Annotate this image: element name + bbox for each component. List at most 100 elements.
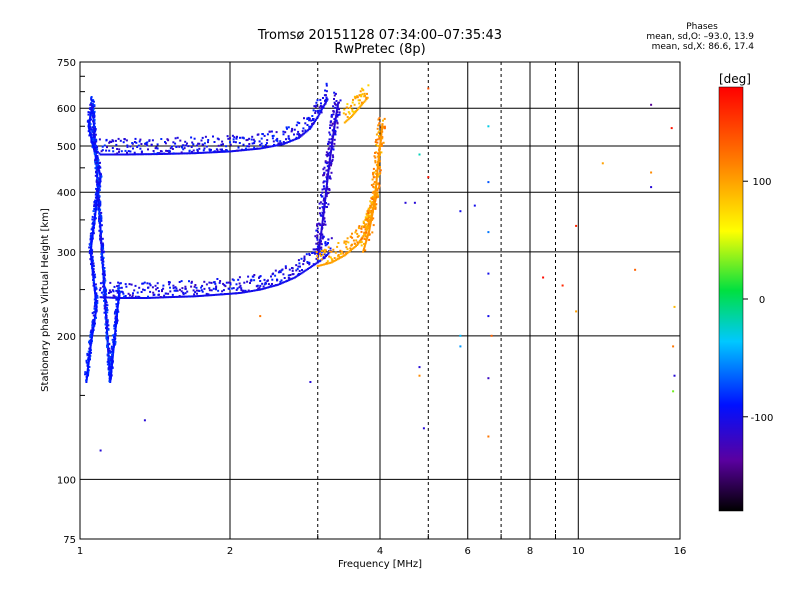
echo-point [231,278,234,281]
echo-point [224,293,227,296]
echo-point [322,216,325,219]
echo-point [317,111,320,114]
echo-point [95,180,98,183]
echo-point [326,179,329,182]
echo-point [222,143,224,146]
echo-point [380,145,383,147]
echo-point [124,295,127,297]
echo-point [90,340,93,343]
echo-point [218,281,221,284]
echo-point [95,171,97,174]
echo-point [197,295,199,298]
echo-point [378,148,381,151]
echo-point [329,141,331,144]
echo-point [222,282,225,285]
echo-point [92,268,95,270]
echo-point [287,141,290,143]
echo-point [95,189,98,192]
echo-point [195,152,198,155]
echo-point [369,216,372,219]
echo-point [332,148,335,151]
echo-point [319,240,322,243]
echo-point [259,147,262,150]
echo-point [345,120,348,123]
echo-point [331,154,334,157]
echo-point [378,172,381,175]
echo-point [271,273,274,276]
echo-point [204,135,207,138]
echo-point [319,234,322,237]
echo-point [366,218,368,221]
echo-point [107,337,109,340]
echo-point [245,139,248,142]
echo-point [99,208,102,211]
echo-point [358,102,361,105]
echo-point [132,297,135,299]
echo-point [379,169,382,172]
echo-point [143,289,146,292]
echo-point [353,246,356,249]
echo-point [324,160,327,163]
echo-point [92,120,95,123]
echo-point [209,151,212,154]
echo-point [114,317,117,320]
echo-point [106,311,109,314]
echo-point [91,238,94,241]
echo-point [165,296,168,299]
echo-point [265,282,267,285]
echo-point [368,219,371,222]
echo-point [127,150,130,153]
echo-point [375,185,377,188]
echo-point [97,204,100,207]
echo-point [265,142,268,145]
echo-point [188,280,190,283]
echo-point [227,150,230,153]
echo-point [175,152,178,155]
echo-point [99,232,102,235]
echo-point [336,115,339,118]
echo-point [134,284,137,287]
echo-point [203,294,206,297]
scatter-point [561,284,564,287]
echo-point [332,132,335,135]
echo-point [90,97,93,100]
echo-point [136,153,139,156]
echo-point [130,283,133,286]
echo-point [293,128,296,131]
echo-point [323,208,326,211]
echo-point [377,182,380,185]
echo-point [375,177,378,180]
echo-point [358,225,361,228]
echo-point [158,152,161,155]
echo-point [190,295,193,298]
echo-point [343,240,346,243]
echo-point [322,185,325,188]
echo-point [295,269,298,272]
echo-point [287,279,290,282]
echo-point [105,338,108,341]
echo-point [116,285,119,288]
echo-point [90,244,93,247]
y-tick-label: 200 [57,332,76,343]
echo-point [235,283,238,286]
echo-point [275,144,278,147]
echo-point [106,360,109,363]
echo-point [216,149,219,152]
echo-point [136,291,139,294]
echo-point [383,117,386,120]
echo-point [319,259,322,262]
echo-point [248,143,251,145]
echo-point [326,260,329,263]
echo-point [152,296,155,299]
echo-point [87,360,90,362]
echo-point [186,290,189,293]
echo-point [321,206,324,209]
echo-point [379,145,381,147]
echo-point [359,93,362,96]
echo-point [90,261,93,264]
echo-point [249,290,252,293]
echo-point [344,113,347,116]
echo-point [366,226,369,229]
echo-point [167,292,170,295]
echo-point [110,371,113,374]
